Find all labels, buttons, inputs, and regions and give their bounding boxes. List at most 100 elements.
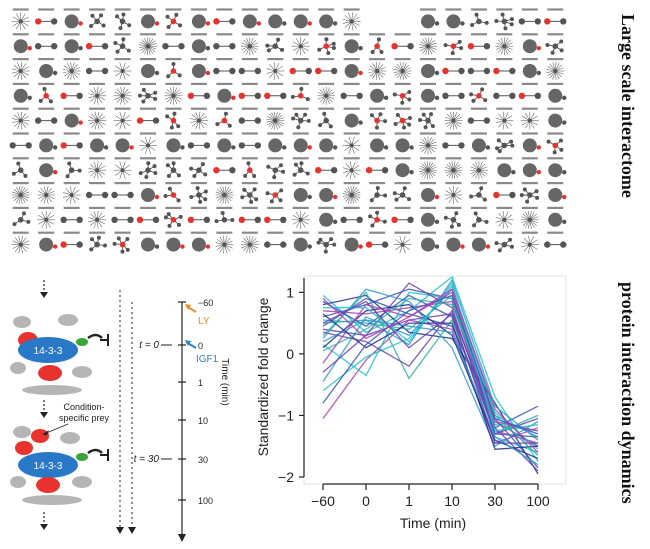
- time-tick-label: 30: [198, 455, 208, 465]
- network-motif: [140, 231, 160, 252]
- network-motif: [113, 107, 132, 130]
- network-motif: [240, 182, 259, 204]
- network-motif: [187, 132, 211, 149]
- network-motif: [265, 182, 284, 204]
- network-motif: [494, 231, 514, 253]
- network-motif: [189, 157, 208, 178]
- series-line: [322, 288, 539, 429]
- treatment-ly: LY: [198, 316, 210, 327]
- network-motif: [38, 157, 58, 178]
- network-motif: [470, 8, 489, 28]
- network-motif: [38, 58, 58, 78]
- network-motif: [140, 182, 160, 202]
- prey-gray: [13, 316, 31, 328]
- network-motif: [62, 58, 81, 80]
- network-motif: [264, 231, 287, 248]
- network-motif: [292, 182, 312, 202]
- network-motif: [444, 107, 463, 130]
- network-motif: [444, 182, 463, 204]
- network-motif: [62, 182, 81, 204]
- network-motif: [88, 206, 107, 229]
- network-motif: [88, 82, 107, 105]
- network-motif: [34, 8, 58, 25]
- network-motif: [419, 132, 437, 155]
- network-motif: [393, 107, 412, 130]
- x-tick-label: 30: [487, 493, 503, 509]
- x-axis-label: Time (min): [400, 515, 466, 531]
- network-motif: [365, 231, 389, 248]
- prey-gray: [22, 495, 82, 505]
- network-motif: [60, 206, 83, 223]
- network-motif: [113, 82, 132, 105]
- network-motif: [343, 33, 363, 54]
- network-motif: [163, 182, 182, 203]
- time-tick-label: 100: [198, 496, 213, 506]
- network-motif: [518, 82, 542, 100]
- network-motif: [11, 8, 30, 31]
- network-motif: [63, 107, 83, 128]
- network-motif: [112, 231, 131, 254]
- network-motif: [63, 157, 82, 179]
- network-motif: [85, 182, 109, 199]
- series-group: [322, 275, 539, 475]
- network-motif: [34, 33, 58, 50]
- network-motif: [518, 8, 542, 25]
- network-motif: [213, 157, 236, 174]
- network-motif: [493, 58, 516, 75]
- network-motif: [215, 182, 234, 204]
- panel-label-bottom: protein interaction dynamics: [618, 282, 638, 504]
- network-motif: [521, 231, 539, 254]
- network-motif: [37, 182, 56, 204]
- network-motif: [11, 231, 30, 254]
- network-motif: [519, 182, 540, 204]
- network-motif: [418, 107, 436, 130]
- network-motif: [216, 82, 236, 103]
- network-motif: [420, 8, 440, 29]
- x-tick-label: 1: [405, 493, 413, 509]
- network-motif: [391, 33, 414, 50]
- network-motif: [113, 58, 132, 80]
- network-motif: [495, 107, 514, 130]
- network-motif: [136, 206, 160, 223]
- network-motif: [266, 107, 285, 130]
- network-motif: [189, 182, 208, 204]
- network-motif: [391, 206, 414, 223]
- network-motif: [111, 182, 134, 199]
- series-line: [322, 291, 539, 432]
- network-motif: [291, 206, 310, 229]
- time-point-t0: t = 0: [139, 340, 159, 351]
- series-line: [322, 300, 538, 444]
- network-motif: [469, 157, 488, 180]
- network-motif: [213, 58, 236, 75]
- network-motif: [216, 132, 236, 153]
- network-motif: [442, 82, 465, 100]
- network-motif: [318, 8, 338, 29]
- network-motif: [241, 157, 258, 179]
- time-tick-label: 10: [198, 416, 208, 426]
- bait-14-3-3: [18, 452, 78, 478]
- network-motif: [547, 182, 567, 202]
- network-motif: [291, 107, 311, 130]
- network-motif: [420, 182, 440, 202]
- network-motif: [394, 157, 414, 178]
- network-motif: [264, 82, 287, 100]
- prey-label-line1: Condition-: [63, 402, 104, 412]
- network-motif: [241, 8, 262, 29]
- network-motif: [521, 132, 542, 153]
- network-motif: [163, 206, 183, 228]
- network-motif: [264, 206, 287, 223]
- network-motif: [343, 231, 363, 252]
- network-motif: [292, 8, 312, 29]
- network-motif: [162, 33, 185, 50]
- network-motif: [240, 231, 259, 254]
- network-motif: [342, 182, 361, 204]
- network-motif: [547, 206, 567, 227]
- prey-gray: [22, 385, 82, 395]
- network-motif: [267, 8, 287, 29]
- prey-label-line2: specific prey: [59, 413, 110, 423]
- network-motif: [88, 107, 107, 130]
- network-motif: [547, 82, 567, 103]
- network-motif: [494, 8, 514, 31]
- network-motif: [60, 82, 83, 100]
- network-motif: [238, 132, 262, 149]
